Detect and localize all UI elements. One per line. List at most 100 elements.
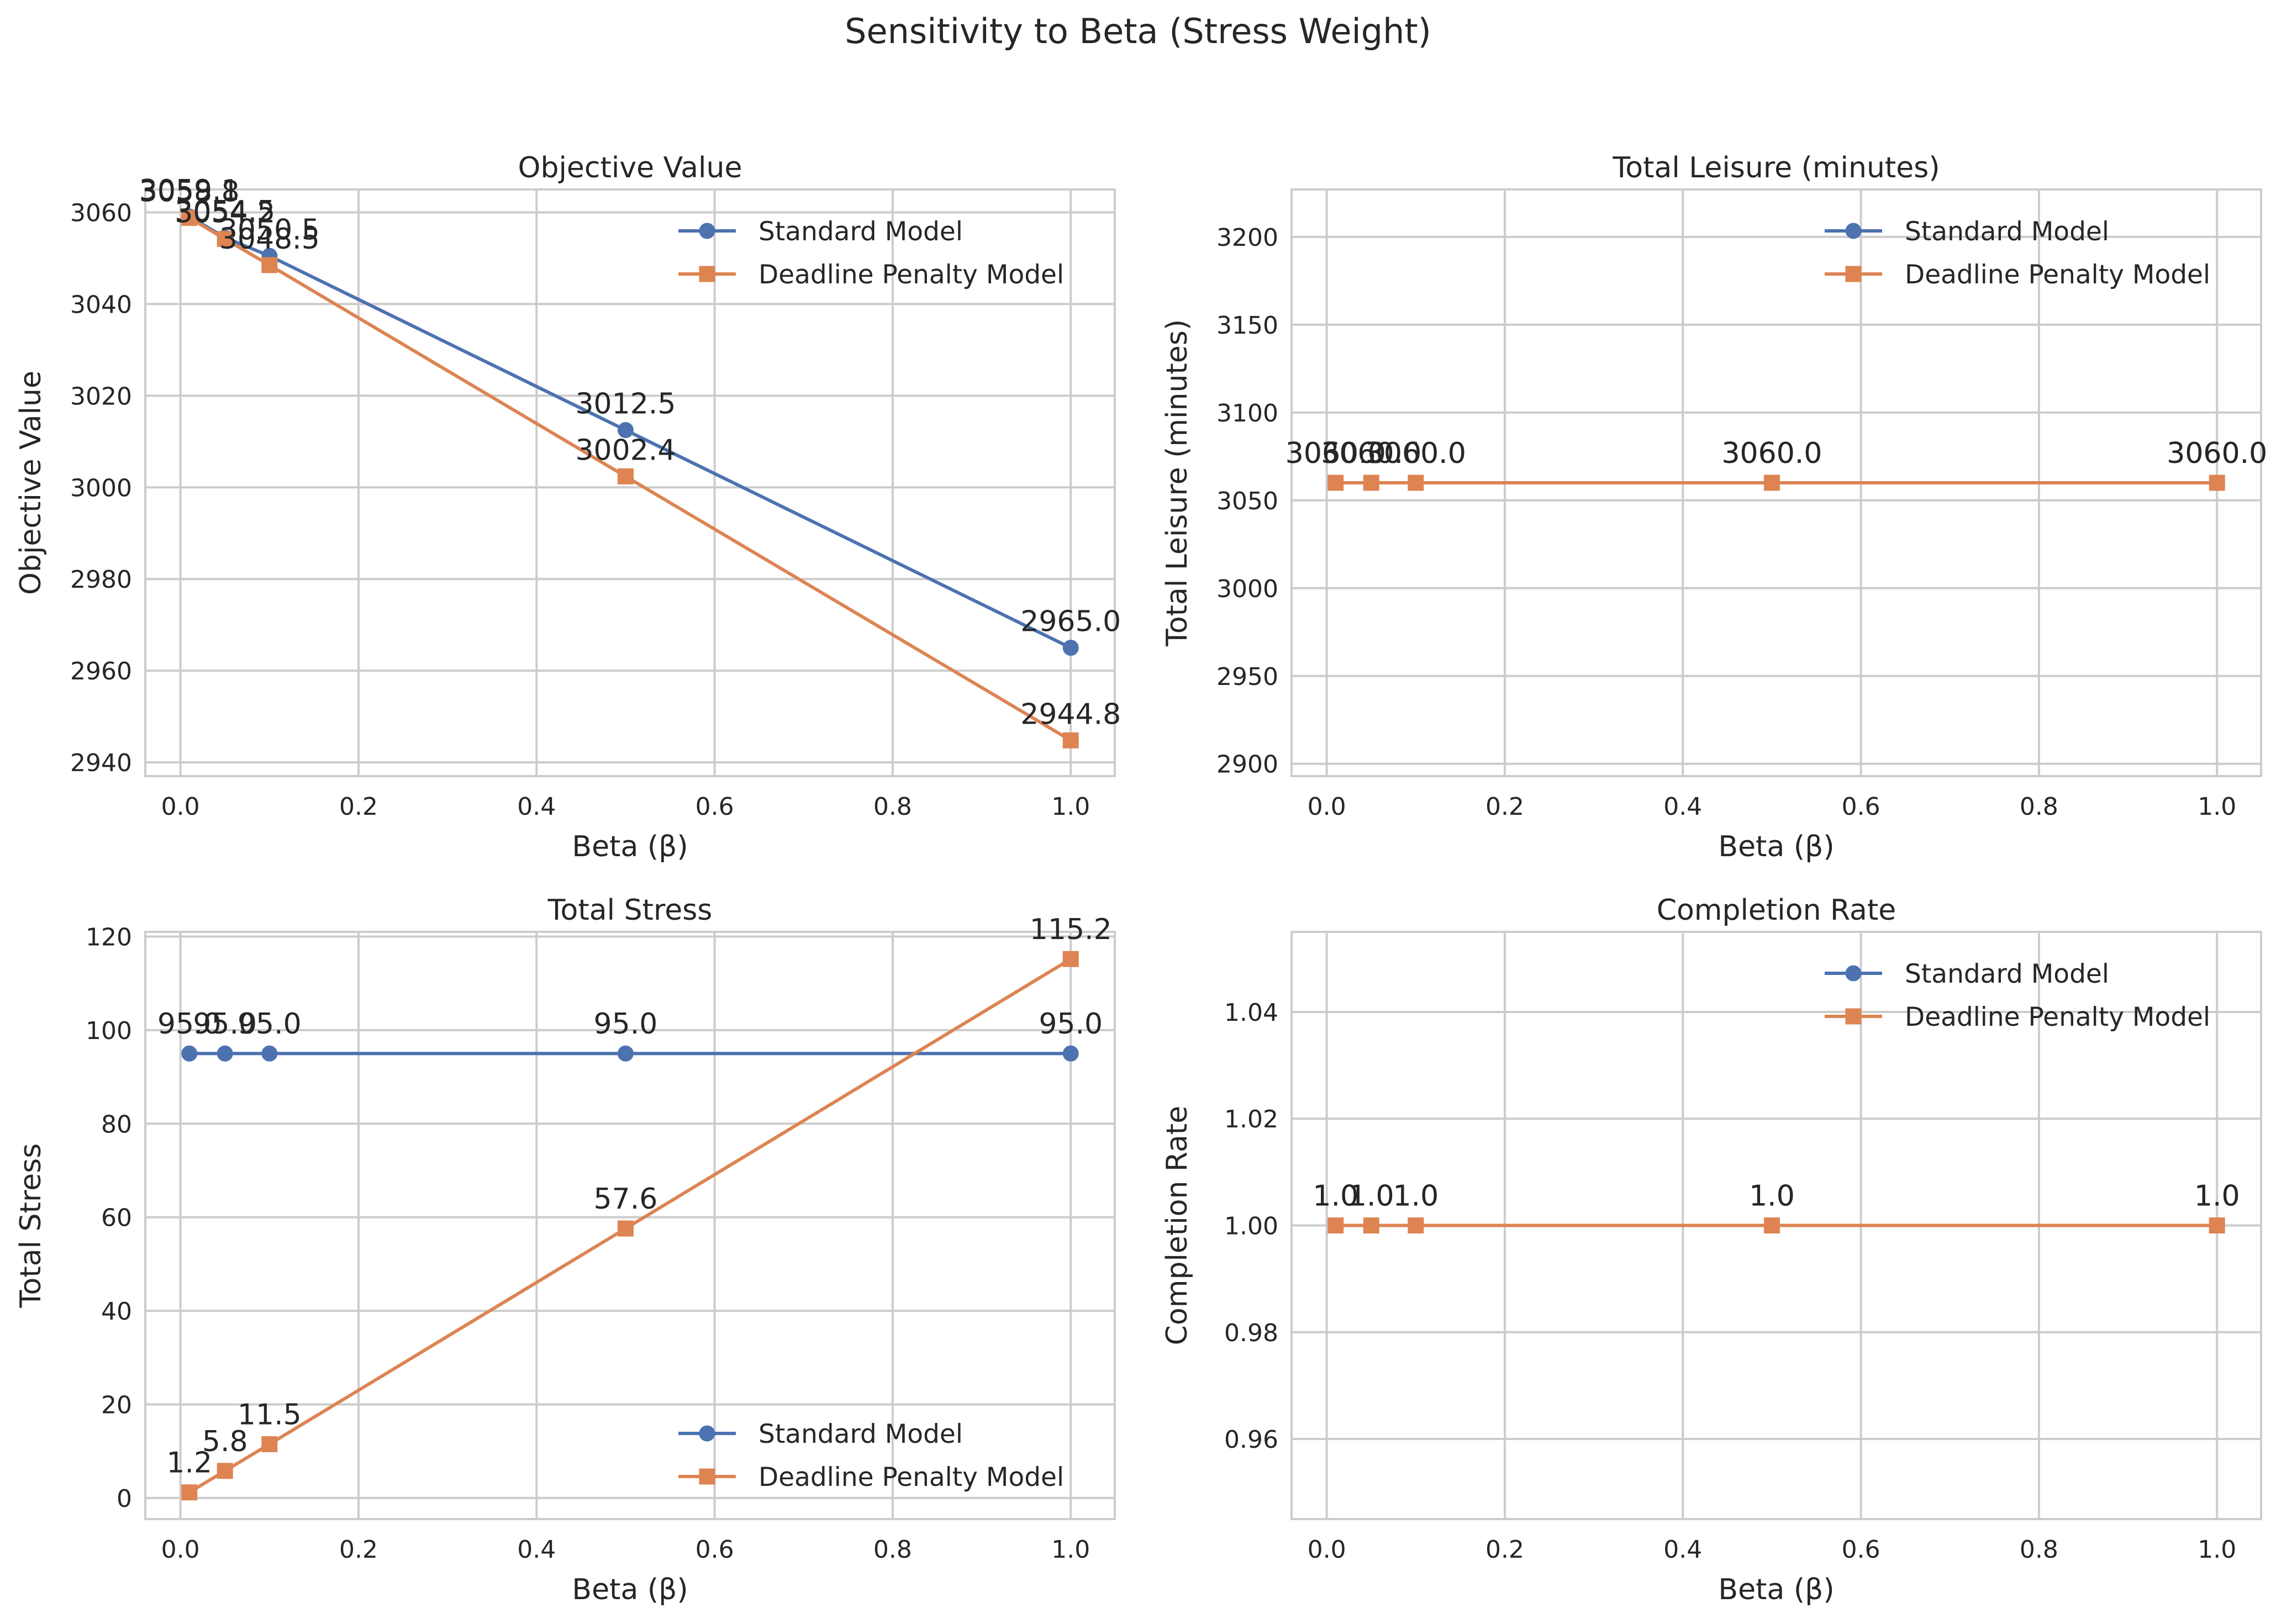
x-tick-label: 0.0 <box>161 1536 200 1564</box>
y-tick-label: 2940 <box>70 749 132 777</box>
y-tick-label: 3050 <box>1216 487 1278 515</box>
data-label: 1.0 <box>1749 1180 1795 1213</box>
legend-marker <box>699 266 715 282</box>
legend: Standard Model Deadline Penalty Model <box>678 1419 1064 1493</box>
plot-frame <box>144 188 1116 777</box>
y-tick-label: 0.96 <box>1224 1426 1278 1454</box>
y-tick-label: 1.02 <box>1224 1105 1278 1133</box>
x-tick-label: 0.6 <box>1842 793 1880 821</box>
data-label: 3059.1 <box>139 174 240 207</box>
data-point <box>1062 951 1079 967</box>
y-axis-label: Total Leisure (minutes) <box>1161 319 1194 647</box>
y-tick-label: 3100 <box>1216 399 1278 428</box>
panel-1: 0.0 0.2 0.4 0.6 0.8 1.02940296029803000302030… <box>14 151 1121 863</box>
x-axis-label: Beta (β) <box>572 1573 688 1606</box>
y-tick-label: 3150 <box>1216 312 1278 340</box>
plot-frame <box>144 931 1116 1520</box>
x-tick-label: 0.6 <box>696 793 734 821</box>
legend-label: Deadline Penalty Model <box>1905 260 2210 290</box>
data-point <box>181 209 198 226</box>
y-tick-label: 0.98 <box>1224 1319 1278 1347</box>
data-label: 1.0 <box>2194 1180 2240 1213</box>
data-label: 57.6 <box>594 1183 658 1216</box>
legend-marker <box>1845 223 1862 239</box>
legend-label: Standard Model <box>758 217 963 247</box>
data-point <box>1763 1217 1780 1233</box>
data-label: 3060.0 <box>2167 437 2267 470</box>
y-tick-label: 80 <box>101 1110 132 1138</box>
x-tick-label: 0.0 <box>1308 793 1346 821</box>
y-tick-label: 2950 <box>1216 663 1278 691</box>
y-axis-label: Objective Value <box>14 371 48 595</box>
legend-marker <box>699 1468 715 1485</box>
y-tick-label: 3000 <box>1216 575 1278 603</box>
data-point <box>217 1045 233 1062</box>
x-tick-label: 1.0 <box>1051 1536 1090 1564</box>
data-point <box>261 257 278 273</box>
data-point <box>1408 1217 1424 1233</box>
x-tick-label: 0.8 <box>873 1536 912 1564</box>
y-tick-label: 3000 <box>70 474 132 502</box>
panel-title: Total Stress <box>547 894 713 927</box>
legend-label: Deadline Penalty Model <box>758 1462 1064 1493</box>
x-tick-label: 0.2 <box>1485 1536 1524 1564</box>
data-point <box>1327 1217 1344 1233</box>
data-label: 95.0 <box>1039 1008 1103 1041</box>
data-label: 3058.8 <box>139 175 240 208</box>
data-label: 3060.0 <box>1285 437 1386 470</box>
y-tick-label: 40 <box>101 1298 132 1326</box>
legend-marker <box>1845 965 1862 982</box>
series-deadline-penalty-model: 1.25.811.5 57.6 115.2 <box>166 913 1112 1501</box>
series-standard-model: 95.095.095.0 95.0 95.0 <box>157 1008 1103 1062</box>
x-tick-label: 0.8 <box>873 793 912 821</box>
legend-label: Deadline Penalty Model <box>758 260 1064 290</box>
legend-label: Deadline Penalty Model <box>1905 1002 2210 1032</box>
data-point <box>181 1045 198 1062</box>
y-tick-label: 0 <box>117 1485 132 1513</box>
x-tick-label: 0.2 <box>1485 793 1524 821</box>
data-point <box>1763 474 1780 491</box>
plot-frame <box>1290 188 2262 777</box>
legend-marker <box>699 1425 715 1442</box>
y-axis-label: Completion Rate <box>1161 1106 1194 1346</box>
y-tick-label: 3020 <box>70 382 132 410</box>
data-point <box>617 1045 634 1062</box>
y-tick-label: 3040 <box>70 291 132 319</box>
data-label: 2965.0 <box>1020 605 1121 639</box>
data-point <box>217 231 233 247</box>
data-label: 3060.0 <box>1366 437 1466 470</box>
x-axis-label: Beta (β) <box>1718 830 1834 863</box>
y-tick-label: 20 <box>101 1391 132 1419</box>
x-axis-label: Beta (β) <box>1718 1573 1834 1606</box>
data-label: 1.0 <box>1348 1180 1394 1213</box>
legend: Standard Model Deadline Penalty Model <box>678 217 1064 290</box>
x-tick-label: 0.2 <box>339 1536 378 1564</box>
panel-title: Objective Value <box>518 151 742 184</box>
legend: Standard Model Deadline Penalty Model <box>1825 217 2210 290</box>
data-label: 115.2 <box>1030 913 1112 946</box>
data-label: 95.0 <box>157 1008 222 1041</box>
data-point <box>1408 474 1424 491</box>
data-label: 1.2 <box>166 1447 212 1480</box>
data-label: 3048.5 <box>219 223 320 256</box>
data-point <box>217 1463 233 1479</box>
data-point <box>617 422 634 439</box>
data-point <box>617 468 634 484</box>
y-tick-label: 120 <box>86 923 132 951</box>
data-point <box>1062 732 1079 748</box>
x-tick-label: 0.4 <box>1663 793 1702 821</box>
legend-label: Standard Model <box>1905 959 2109 989</box>
data-label: 1.0 <box>1313 1180 1358 1213</box>
data-label: 1.0 <box>1393 1180 1439 1213</box>
data-label: 1.0 <box>1393 1180 1439 1213</box>
x-tick-label: 0.8 <box>2020 1536 2058 1564</box>
legend-marker <box>1845 1008 1862 1025</box>
x-tick-label: 1.0 <box>1051 793 1090 821</box>
data-point <box>617 1220 634 1237</box>
panel-title: Total Leisure (minutes) <box>1612 151 1940 184</box>
data-point <box>1327 474 1344 491</box>
x-axis-label: Beta (β) <box>572 830 688 863</box>
data-point <box>2209 1217 2225 1233</box>
y-tick-label: 2900 <box>1216 751 1278 779</box>
